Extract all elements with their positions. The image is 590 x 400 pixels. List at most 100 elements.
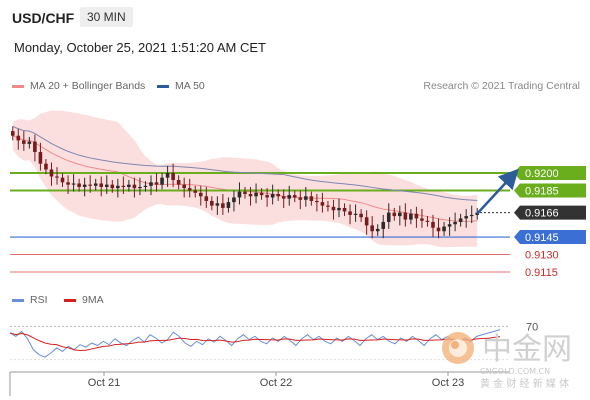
- forecast-arrow: [476, 168, 519, 215]
- candle: [292, 195, 297, 198]
- candle: [425, 220, 430, 222]
- candle: [326, 205, 330, 207]
- candle: [210, 200, 214, 206]
- candle: [364, 217, 369, 226]
- candle: [270, 193, 275, 198]
- candle: [436, 227, 441, 232]
- rsi-9ma-line: [9, 332, 501, 352]
- candle: [370, 225, 374, 232]
- candle: [414, 213, 419, 219]
- candle: [143, 185, 148, 187]
- candle: [353, 213, 358, 215]
- legend-item-9ma: 9MA: [64, 294, 104, 306]
- candle: [337, 207, 341, 211]
- candle: [381, 221, 386, 229]
- candle: [281, 196, 286, 199]
- credit-text: Research © 2021 Trading Central: [423, 80, 580, 92]
- candle: [66, 182, 70, 185]
- candle: [248, 193, 253, 197]
- candle: [409, 213, 413, 220]
- legend-item-rsi: RSI: [12, 294, 48, 306]
- candle: [447, 224, 452, 227]
- price-tag-label: 0.9145: [525, 232, 559, 244]
- symbol-label: USD/CHF: [12, 10, 75, 26]
- watermark-logo: 中金网 CNGOLD.COM.CN 黄 金 财 经 新 媒 体: [440, 328, 590, 390]
- candle: [458, 218, 463, 222]
- candle: [475, 212, 480, 215]
- candle: [82, 184, 87, 187]
- candle: [149, 182, 153, 186]
- x-tick-label: Oct 21: [88, 377, 120, 389]
- candle: [375, 228, 380, 232]
- timeframe-button[interactable]: 30 MIN: [80, 7, 133, 27]
- candle: [386, 212, 391, 222]
- candle: [110, 184, 115, 189]
- candle: [176, 179, 181, 185]
- candle: [60, 177, 65, 183]
- candle: [348, 211, 352, 215]
- legend-label: MA 20 + Bollinger Bands: [30, 80, 146, 92]
- candle: [331, 206, 336, 211]
- candle: [33, 141, 37, 153]
- legend-label: 9MA: [82, 294, 104, 306]
- candle: [121, 185, 126, 187]
- candle: [342, 207, 347, 212]
- candle: [226, 202, 231, 208]
- ma50-swatch: [157, 84, 169, 88]
- ma50-line: [12, 125, 478, 201]
- candle: [104, 184, 109, 187]
- candle: [392, 212, 397, 217]
- candle: [127, 184, 131, 187]
- x-tick-label: Oct 22: [260, 377, 292, 389]
- candle: [254, 192, 258, 197]
- candle: [182, 184, 186, 189]
- price-tag-label: 0.9200: [525, 168, 559, 180]
- ma9-swatch: [64, 298, 76, 302]
- candle: [71, 183, 76, 185]
- price-tag-label: 0.9185: [525, 185, 559, 197]
- candle: [165, 173, 170, 178]
- candle: [265, 195, 269, 198]
- candle: [16, 135, 21, 141]
- candle: [359, 213, 363, 218]
- datetime-label: Monday, October 25, 2021 1:51:20 AM CET: [14, 40, 266, 55]
- candle: [198, 192, 203, 197]
- candle: [99, 183, 104, 187]
- price-tag: [514, 166, 586, 180]
- support-label: 0.9115: [525, 267, 558, 279]
- candle: [304, 196, 308, 200]
- candle: [160, 177, 164, 185]
- price-tag: [514, 230, 586, 245]
- candle: [320, 202, 325, 206]
- candle: [22, 140, 26, 144]
- candle: [442, 226, 446, 232]
- candle: [215, 203, 220, 206]
- candle: [38, 152, 43, 164]
- candle: [237, 191, 242, 198]
- candle: [221, 203, 225, 208]
- candle: [187, 188, 192, 191]
- svg-text:黄 金 财 经 新 媒 体: 黄 金 财 经 新 媒 体: [480, 377, 569, 390]
- candle: [298, 197, 303, 200]
- chart-header: USD/CHF 30 MIN: [0, 0, 590, 34]
- x-tick-label: Oct 23: [432, 377, 464, 389]
- candle: [55, 176, 59, 178]
- candle: [116, 185, 120, 189]
- price-tag: [514, 205, 586, 220]
- price-tag-label: 0.9166: [525, 208, 559, 220]
- candle: [27, 141, 32, 144]
- candle: [132, 184, 137, 189]
- candle: [44, 163, 48, 170]
- candle: [287, 195, 292, 199]
- candle: [453, 221, 457, 225]
- candle: [315, 200, 319, 203]
- candle: [431, 221, 435, 228]
- candle: [243, 191, 247, 194]
- candle: [259, 192, 264, 196]
- svg-text:CNGOLD.COM.CN: CNGOLD.COM.CN: [480, 367, 550, 376]
- legend-label: RSI: [30, 294, 48, 306]
- svg-text:中金网: 中金网: [482, 332, 572, 367]
- candle: [276, 193, 280, 197]
- support-label: 0.9130: [525, 250, 559, 262]
